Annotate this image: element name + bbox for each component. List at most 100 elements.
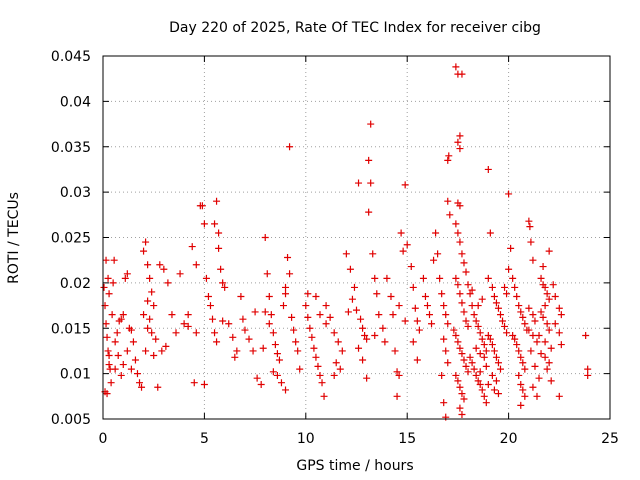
data-point [353, 306, 360, 314]
data-point [172, 329, 180, 337]
data-point [458, 70, 466, 78]
data-point [160, 265, 168, 273]
data-point [215, 229, 223, 237]
data-point [490, 386, 498, 394]
data-point [545, 247, 553, 255]
data-point [482, 362, 490, 370]
data-point [541, 283, 549, 291]
data-point [310, 344, 318, 352]
data-point [462, 268, 470, 276]
data-point [537, 350, 545, 358]
data-point [494, 304, 502, 312]
data-point [282, 290, 290, 298]
data-point [472, 371, 480, 379]
data-point [152, 335, 160, 343]
data-point [513, 292, 521, 300]
data-point [241, 326, 249, 334]
data-point [482, 347, 490, 355]
data-point [409, 338, 417, 346]
data-point [460, 356, 468, 364]
data-point [277, 379, 285, 387]
data-point [517, 308, 525, 316]
x-tick-label: 10 [297, 431, 315, 447]
data-point [488, 371, 496, 379]
data-point [454, 281, 462, 289]
data-point [480, 392, 488, 400]
data-point [213, 338, 221, 346]
data-point [478, 295, 486, 303]
data-points [100, 63, 592, 421]
data-point [472, 317, 480, 325]
data-point [496, 311, 504, 319]
data-point [505, 265, 513, 273]
data-point [127, 365, 135, 373]
data-point [490, 347, 498, 355]
y-tick-label: 0.045 [51, 49, 91, 65]
data-point [476, 350, 484, 358]
data-point [180, 320, 188, 328]
data-point [113, 329, 121, 337]
data-point [456, 132, 464, 140]
data-point [114, 351, 122, 359]
data-point [466, 290, 474, 298]
data-point [237, 292, 245, 300]
data-point [379, 324, 387, 332]
data-point [198, 202, 206, 210]
data-point [350, 283, 358, 291]
data-point [144, 324, 152, 332]
data-point [357, 315, 365, 323]
data-point [395, 302, 403, 310]
data-point [442, 413, 450, 421]
data-point [440, 335, 448, 343]
data-point [482, 399, 490, 407]
data-point [308, 333, 316, 341]
data-point [468, 359, 476, 367]
data-point [111, 338, 119, 346]
data-point [259, 344, 267, 352]
data-point [535, 374, 543, 382]
data-point [142, 238, 150, 246]
data-point [117, 315, 125, 323]
data-point [146, 274, 154, 282]
data-point [359, 324, 367, 332]
data-point [150, 302, 158, 310]
data-point [478, 335, 486, 343]
data-point [131, 356, 139, 364]
data-point [217, 265, 225, 273]
data-point [468, 302, 476, 310]
data-point [529, 311, 537, 319]
data-point [102, 256, 110, 264]
data-point [555, 304, 563, 312]
data-point [517, 401, 525, 409]
data-point [361, 332, 369, 340]
data-point [582, 332, 590, 340]
y-tick-label: 0.015 [51, 321, 91, 337]
data-point [146, 315, 154, 323]
data-point [444, 156, 452, 164]
data-point [261, 308, 269, 316]
data-point [320, 392, 328, 400]
data-point [269, 368, 277, 376]
data-point [444, 359, 452, 367]
data-point [184, 311, 192, 319]
y-tick-label: 0.025 [51, 231, 91, 247]
data-point [521, 392, 529, 400]
data-point [503, 329, 511, 337]
data-point [474, 302, 482, 310]
data-point [442, 311, 450, 319]
data-point [119, 361, 127, 369]
data-point [245, 335, 253, 343]
data-point [517, 353, 525, 361]
data-point [401, 317, 409, 325]
data-point [492, 353, 500, 361]
data-point [104, 274, 112, 282]
data-point [111, 365, 119, 373]
data-point [541, 302, 549, 310]
x-tick-label: 20 [500, 431, 518, 447]
data-point [413, 317, 421, 325]
data-point [105, 290, 113, 298]
data-point [456, 145, 464, 153]
data-point [202, 274, 210, 282]
data-point [221, 283, 229, 291]
data-point [322, 302, 330, 310]
